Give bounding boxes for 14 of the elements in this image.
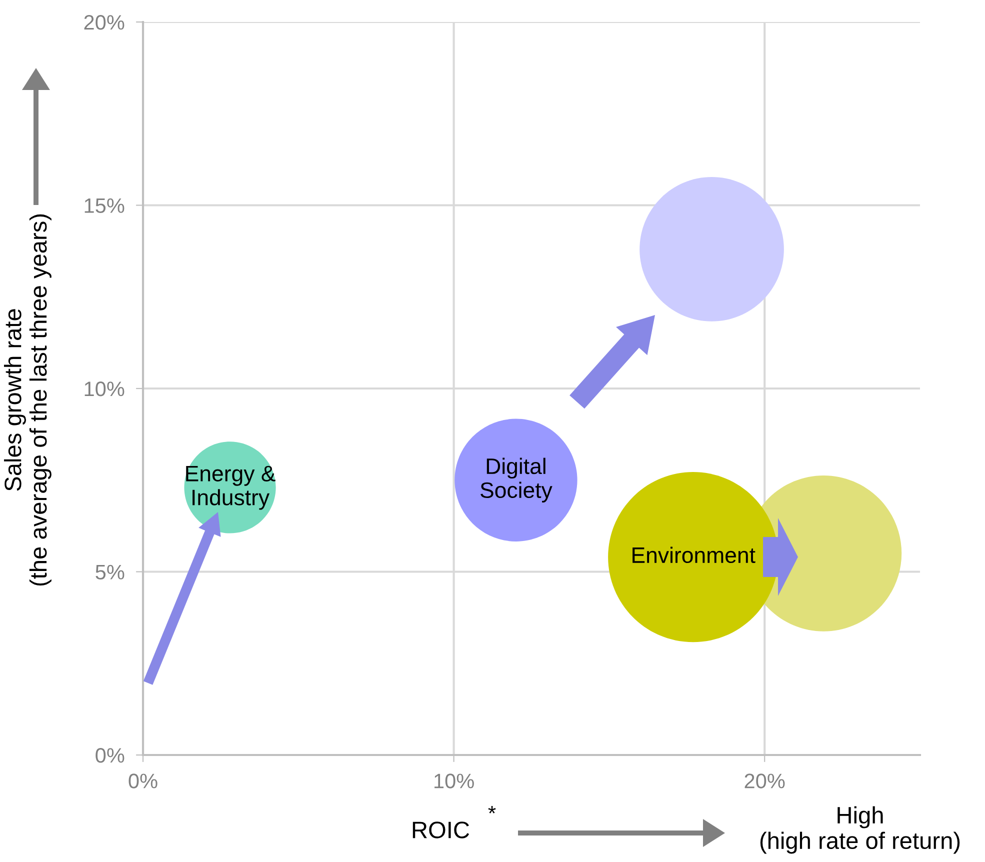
y-tick-label: 5%	[96, 564, 124, 580]
x-tick-label: 0%	[128, 774, 158, 788]
y-tick-label: 20%	[84, 15, 124, 30]
text: High (high rate of return)	[760, 806, 960, 854]
y-tick-label: 0%	[96, 748, 124, 763]
x-axis-title: ROIC	[412, 822, 470, 838]
text: *	[488, 806, 496, 814]
y-tick-label: 10%	[84, 382, 124, 396]
series-label: Environment	[632, 546, 756, 564]
series-label: Digital Society	[480, 458, 552, 502]
x-tick-label: 10%	[434, 774, 474, 788]
y-axis-title: Sales growth rate (the average of the last three years)	[4, 214, 52, 586]
y-tick-label: 15%	[84, 198, 124, 214]
x-tick-label: 20%	[744, 774, 785, 788]
